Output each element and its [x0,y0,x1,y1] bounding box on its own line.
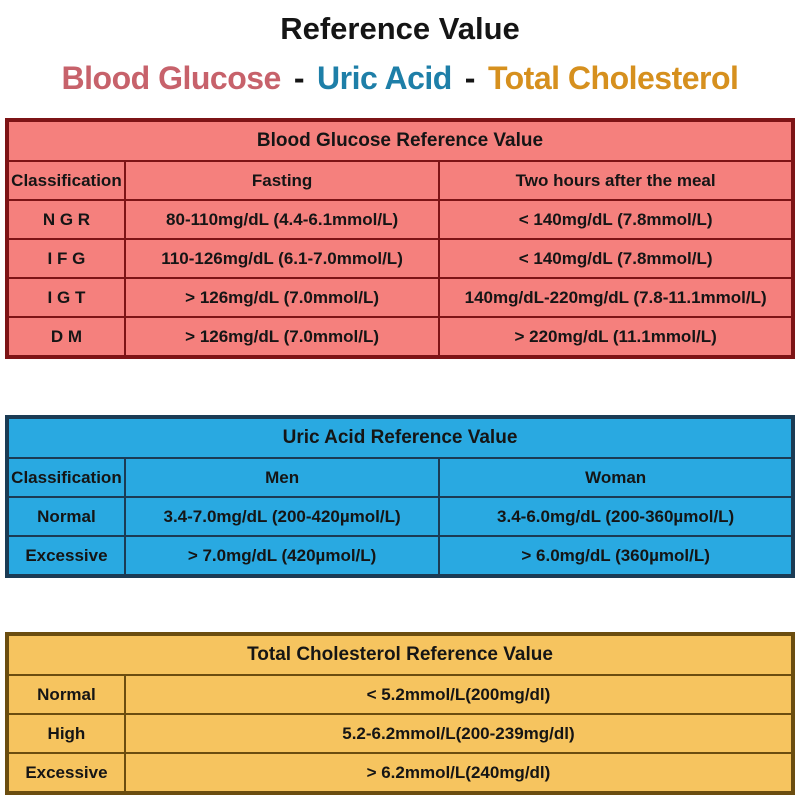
row-label: I F G [6,238,126,279]
row-label: Excessive [6,535,126,577]
column-header: Two hours after the meal [438,160,794,201]
column-header: Fasting [123,160,441,201]
total-cholesterol-table: Total Cholesterol Reference Value Normal… [5,632,795,795]
cell: < 140mg/dL (7.8mmol/L) [438,238,794,279]
cell: 5.2-6.2mmol/L(200-239mg/dl) [123,713,795,754]
cell: < 140mg/dL (7.8mmol/L) [438,199,794,240]
cell: 3.4-7.0mg/dL (200-420µmol/L) [123,496,441,537]
column-header: Men [123,457,441,498]
column-header: Classification [6,160,126,201]
page-subtitle: Blood Glucose - Uric Acid - Total Choles… [0,56,800,100]
cell: 110-126mg/dL (6.1-7.0mmol/L) [123,238,441,279]
column-header: Woman [438,457,794,498]
table-row: High 5.2-6.2mmol/L(200-239mg/dl) [6,713,795,754]
row-label: N G R [6,199,126,240]
uric-acid-table: Uric Acid Reference Value Classification… [5,415,795,578]
table-row: Normal < 5.2mmol/L(200mg/dl) [6,674,795,715]
cell: > 126mg/dL (7.0mmol/L) [123,316,441,358]
page: Reference Value Blood Glucose - Uric Aci… [0,8,800,800]
subtitle-blood-glucose: Blood Glucose [61,60,282,96]
row-label: Normal [6,674,126,715]
cell: 80-110mg/dL (4.4-6.1mmol/L) [123,199,441,240]
table-row: I G T > 126mg/dL (7.0mmol/L) 140mg/dL-22… [6,277,794,318]
cell: < 5.2mmol/L(200mg/dl) [123,674,795,715]
table-row: D M > 126mg/dL (7.0mmol/L) > 220mg/dL (1… [6,316,794,358]
row-label: Normal [6,496,126,537]
page-title: Reference Value [280,11,520,46]
table-row: I F G 110-126mg/dL (6.1-7.0mmol/L) < 140… [6,238,794,279]
table-title: Blood Glucose Reference Value [6,119,794,162]
row-label: High [6,713,126,754]
row-label: Excessive [6,752,126,794]
cell: > 220mg/dL (11.1mmol/L) [438,316,794,358]
subtitle-separator: - [464,60,476,96]
table-title-row: Uric Acid Reference Value [6,416,794,459]
table-title: Total Cholesterol Reference Value [6,633,794,676]
table-title: Uric Acid Reference Value [6,416,794,459]
cell: > 126mg/dL (7.0mmol/L) [123,277,441,318]
table-row: Excessive > 7.0mg/dL (420µmol/L) > 6.0mg… [6,535,794,577]
row-label: D M [6,316,126,358]
cell: 140mg/dL-220mg/dL (7.8-11.1mmol/L) [438,277,794,318]
cell: > 6.2mmol/L(240mg/dl) [123,752,795,794]
table-title-row: Total Cholesterol Reference Value [6,633,794,676]
table-row: Excessive > 6.2mmol/L(240mg/dl) [6,752,795,794]
blood-glucose-table: Blood Glucose Reference Value Classifica… [5,118,795,359]
table-header-row: Classification Fasting Two hours after t… [6,160,794,201]
table-row: N G R 80-110mg/dL (4.4-6.1mmol/L) < 140m… [6,199,794,240]
table-row: Normal 3.4-7.0mg/dL (200-420µmol/L) 3.4-… [6,496,794,537]
cell: 3.4-6.0mg/dL (200-360µmol/L) [438,496,794,537]
subtitle-total-cholesterol: Total Cholesterol [487,60,739,96]
table-header-row: Classification Men Woman [6,457,794,498]
cell: > 6.0mg/dL (360µmol/L) [438,535,794,577]
cell: > 7.0mg/dL (420µmol/L) [123,535,441,577]
subtitle-separator: - [293,60,305,96]
table-title-row: Blood Glucose Reference Value [6,119,794,162]
column-header: Classification [6,457,126,498]
subtitle-uric-acid: Uric Acid [317,60,452,96]
row-label: I G T [6,277,126,318]
